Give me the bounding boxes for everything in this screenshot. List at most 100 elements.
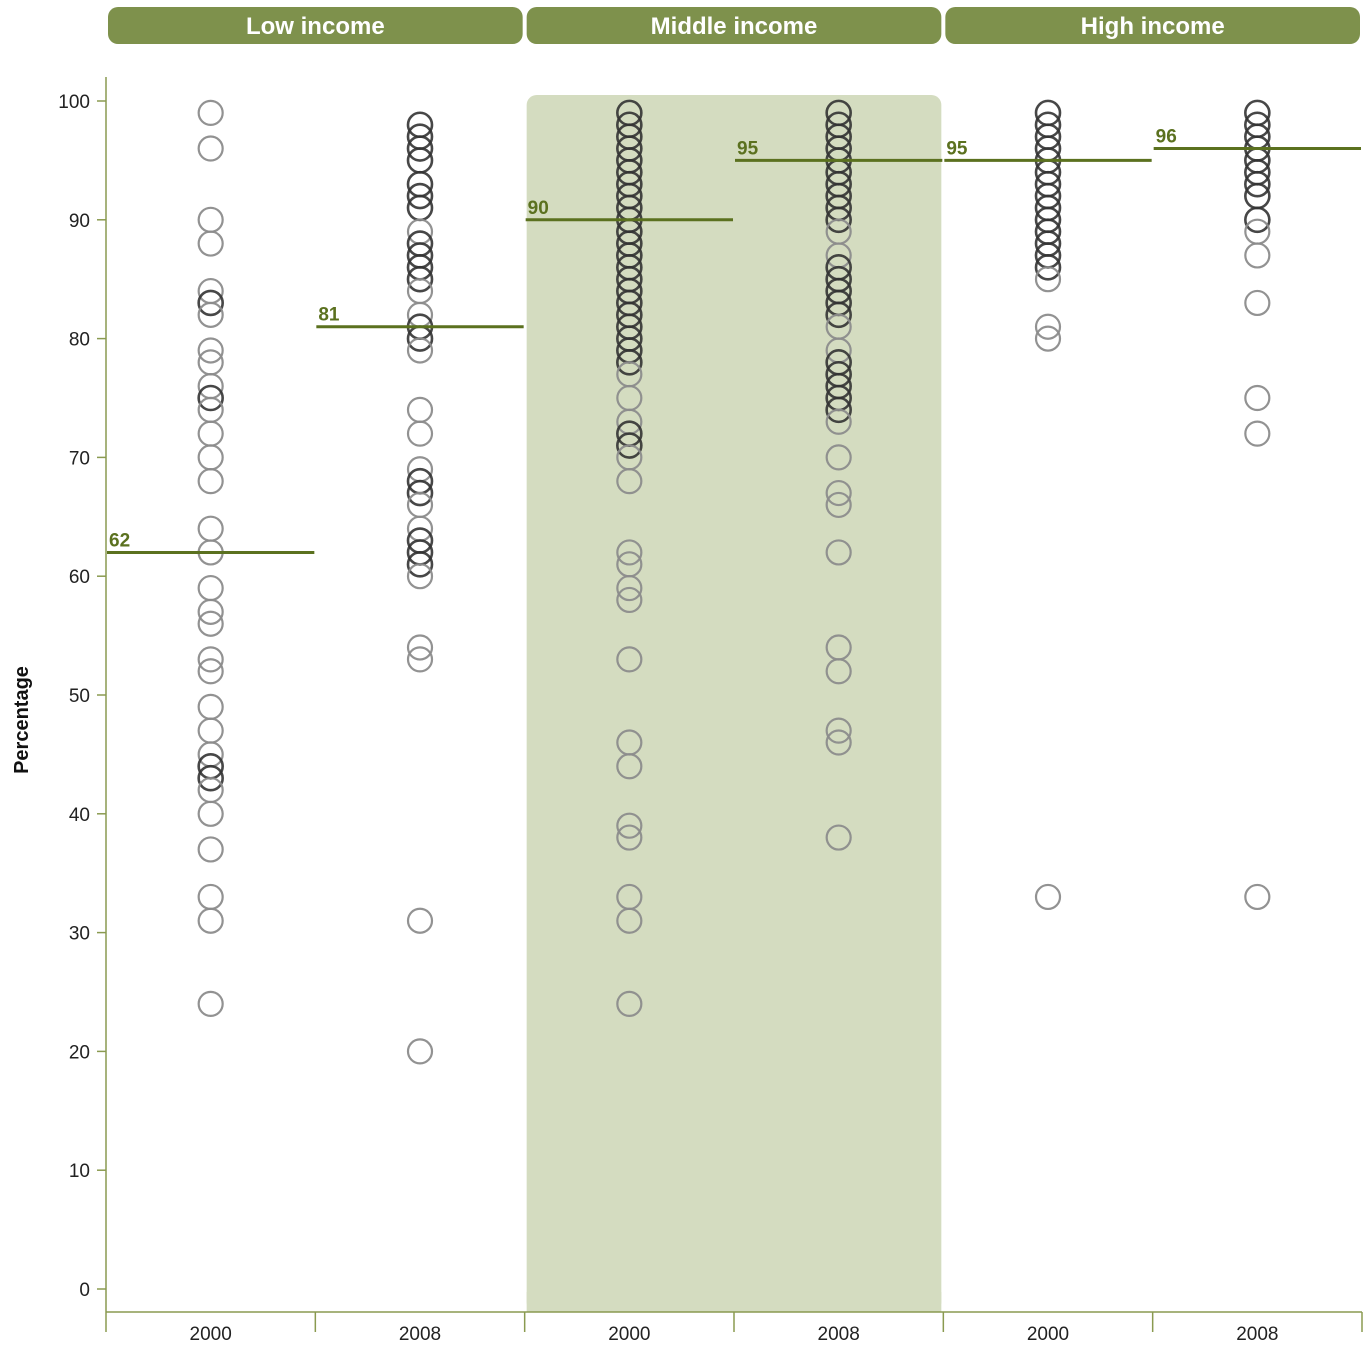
- data-point-marker: [197, 468, 224, 495]
- data-point-marker: [197, 658, 224, 685]
- data-point-marker: [1244, 170, 1271, 198]
- data-point-marker: [616, 812, 643, 839]
- y-tick-label: 10: [69, 1161, 90, 1182]
- data-point-marker: [406, 479, 434, 507]
- data-point-marker: [197, 289, 224, 317]
- data-point-marker: [616, 990, 643, 1017]
- median-label: 81: [318, 305, 340, 326]
- marker-layer: [197, 99, 1271, 1065]
- y-tick-label: 30: [69, 924, 90, 945]
- y-tick-label: 90: [69, 211, 90, 232]
- data-point-marker: [1034, 313, 1062, 340]
- y-tick-label: 60: [69, 567, 90, 588]
- data-point-marker: [825, 408, 852, 435]
- data-point-marker: [406, 551, 434, 578]
- data-point-marker: [197, 693, 224, 720]
- data-point-marker: [825, 479, 852, 507]
- data-point-marker: [616, 468, 643, 495]
- data-point-marker: [197, 646, 224, 673]
- highlight-band-layer: [526, 95, 942, 1312]
- data-point-marker: [1244, 206, 1271, 234]
- median-label: 96: [1156, 127, 1177, 148]
- group-header-layer: Low income Middle income High income: [108, 7, 1360, 44]
- data-point-marker: [825, 491, 852, 519]
- data-point-marker: [406, 634, 434, 661]
- data-point-marker: [825, 444, 852, 471]
- y-tick-label: 70: [69, 448, 90, 469]
- x-category-label: 2008: [818, 1324, 860, 1345]
- group-header: [108, 7, 523, 44]
- y-tick-label: 20: [69, 1042, 90, 1063]
- data-point-marker: [825, 729, 852, 756]
- data-point-marker: [825, 301, 852, 329]
- data-point-marker: [197, 515, 224, 542]
- data-point-marker: [197, 230, 224, 257]
- data-point-marker: [197, 764, 224, 792]
- data-point-marker: [197, 836, 224, 863]
- group-header: [945, 7, 1360, 44]
- data-point-marker: [1034, 266, 1062, 293]
- axis-layer: 0 10 20 30 40 50 60 70 80 90 100 2000 2008 2000 2008 20…: [58, 77, 1363, 1345]
- data-point-marker: [1034, 883, 1062, 911]
- data-point-marker: [406, 420, 434, 447]
- data-point-marker: [406, 1038, 434, 1065]
- group-header: [526, 7, 942, 44]
- data-point-marker: [197, 206, 224, 233]
- data-point-marker: [197, 598, 224, 625]
- data-point-marker: [197, 610, 224, 637]
- data-point-marker: [197, 444, 224, 471]
- median-label: 62: [109, 530, 130, 551]
- x-category-label: 2008: [399, 1324, 441, 1345]
- x-category-label: 2000: [1027, 1324, 1069, 1345]
- data-point-marker: [616, 646, 643, 673]
- data-point-marker: [616, 586, 643, 614]
- data-point-marker: [1244, 384, 1271, 412]
- data-point-marker: [825, 717, 852, 744]
- median-layer: 62 81 90 95 95 96: [107, 127, 1361, 554]
- data-point-marker: [1244, 883, 1271, 911]
- data-point-marker: [825, 658, 852, 685]
- data-point-marker: [406, 563, 434, 590]
- x-category-label: 2008: [1236, 1324, 1278, 1345]
- group-header-label: High income: [1081, 13, 1225, 40]
- data-point-marker: [197, 907, 224, 934]
- data-point-marker: [406, 337, 434, 364]
- data-point-marker: [825, 824, 852, 851]
- data-point-marker: [1244, 242, 1271, 269]
- data-point-marker: [1034, 325, 1062, 352]
- data-point-marker: [197, 800, 224, 827]
- y-tick-label: 0: [79, 1280, 90, 1301]
- y-axis-label: Percentage: [11, 666, 33, 774]
- group-header-label: Low income: [246, 13, 385, 40]
- y-tick-label: 40: [69, 805, 90, 826]
- data-point-marker: [1034, 254, 1062, 281]
- data-point-marker: [616, 432, 643, 459]
- y-tick-label: 100: [58, 92, 90, 113]
- data-point-marker: [616, 349, 643, 376]
- data-point-marker: [197, 990, 224, 1017]
- data-point-marker: [616, 907, 643, 934]
- data-point-marker: [197, 384, 224, 412]
- group-header-label: Middle income: [651, 13, 818, 40]
- median-label: 95: [737, 138, 759, 159]
- x-category-label: 2000: [608, 1324, 650, 1345]
- data-point-marker: [406, 396, 434, 423]
- data-point-marker: [616, 753, 643, 780]
- y-tick-label: 50: [69, 686, 90, 707]
- data-point-marker: [825, 206, 852, 234]
- data-point-marker: [406, 265, 434, 293]
- data-point-marker: [197, 301, 224, 328]
- data-point-marker: [406, 182, 434, 210]
- data-point-marker: [197, 574, 224, 602]
- data-point-marker: [197, 337, 224, 364]
- median-label: 90: [528, 198, 549, 219]
- data-point-marker: [406, 135, 434, 162]
- data-point-marker: [616, 539, 643, 566]
- data-point-marker: [825, 539, 852, 566]
- x-category-label: 2000: [190, 1324, 232, 1345]
- highlight-band: [526, 95, 942, 1312]
- data-point-marker: [616, 824, 643, 851]
- highlight-band-base: [526, 1292, 942, 1312]
- y-tick-label: 80: [69, 330, 90, 351]
